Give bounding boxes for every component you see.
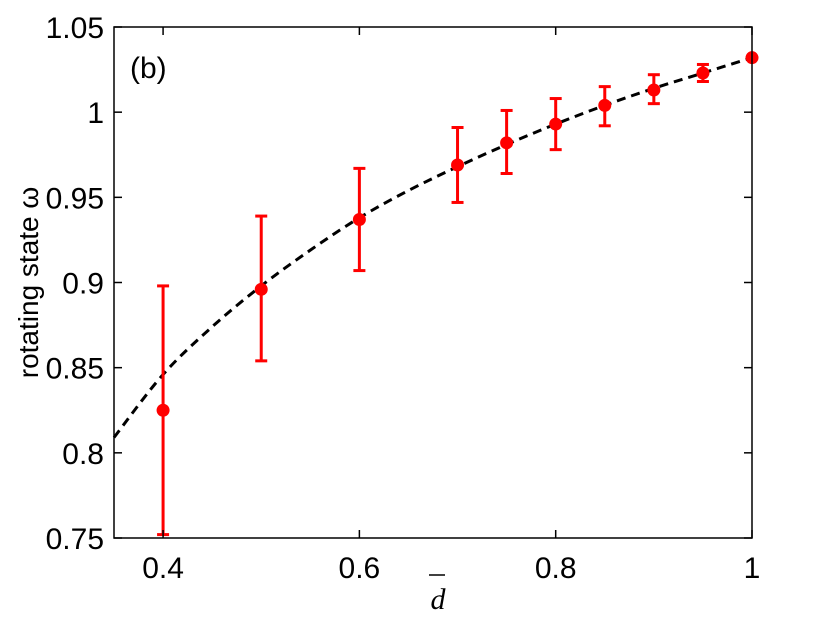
y-tick-label: 1 bbox=[87, 97, 104, 130]
panel-label: (b) bbox=[130, 52, 167, 85]
x-tick-label: 0.4 bbox=[142, 552, 184, 585]
data-point bbox=[451, 158, 465, 172]
y-tick-label: 0.85 bbox=[46, 353, 104, 386]
x-tick-label: 0.6 bbox=[339, 552, 381, 585]
y-tick-label: 0.8 bbox=[62, 438, 104, 471]
tick-layer: 0.4 0.6 0.8 1 0.75 0.8 0.85 0.9 0.95 1 1.05 bbox=[46, 12, 761, 585]
data-point bbox=[696, 66, 710, 80]
y-axis-title: rotating state ω bbox=[13, 187, 44, 379]
data-point bbox=[156, 403, 170, 417]
fit-curve-layer bbox=[112, 56, 753, 439]
fit-curve bbox=[112, 56, 753, 439]
x-tick-label: 1 bbox=[744, 552, 761, 585]
y-tick-label: 0.95 bbox=[46, 182, 104, 215]
data-point bbox=[549, 117, 563, 131]
data-point bbox=[352, 212, 366, 226]
x-axis-title-text: d bbox=[431, 583, 447, 616]
x-axis-title: d bbox=[429, 574, 447, 616]
x-tick-label: 0.8 bbox=[535, 552, 577, 585]
y-tick-label: 1.05 bbox=[46, 12, 104, 45]
data-point-layer bbox=[156, 51, 759, 417]
data-point bbox=[254, 282, 268, 296]
data-point bbox=[647, 83, 661, 97]
y-tick-label: 0.9 bbox=[62, 268, 104, 301]
data-point bbox=[598, 98, 612, 112]
data-point bbox=[500, 136, 514, 150]
y-tick-label: 0.75 bbox=[46, 523, 104, 556]
errorbar-layer bbox=[157, 62, 709, 537]
